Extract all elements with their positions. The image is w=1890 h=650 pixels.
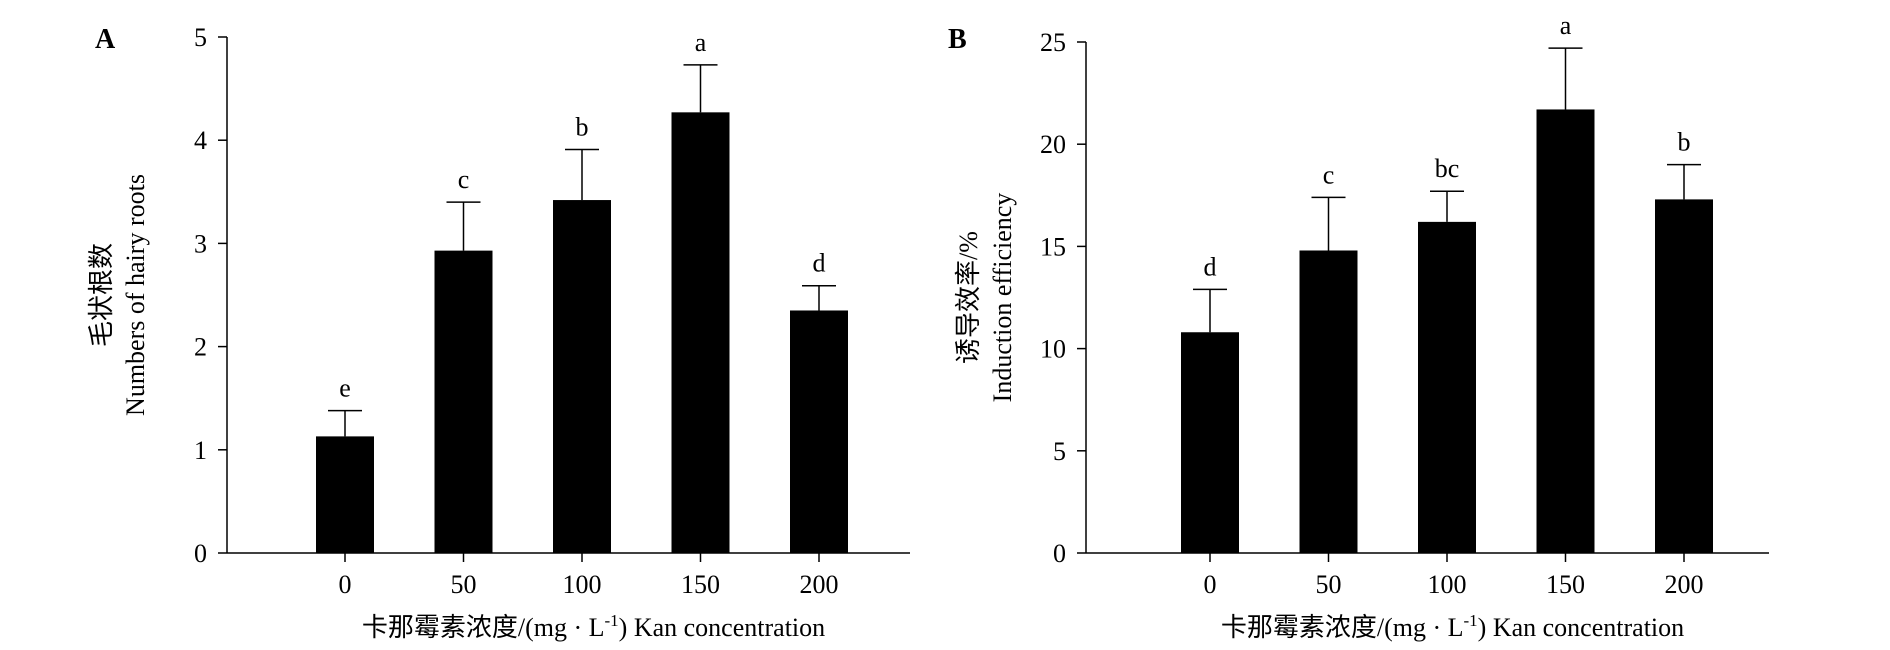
y-tick-label: 5 (194, 23, 207, 52)
bar (1655, 199, 1713, 553)
x-axis-label-en: ) Kan concentration (619, 613, 825, 642)
panel-label: B (948, 24, 967, 55)
significance-letter: b (1678, 128, 1691, 157)
significance-letter: d (1204, 252, 1217, 281)
panel-b: 0 5 10 15 20 25 d 0 c 50 bc 100 a 150 b 200 B 诱导效率/% Induc… (948, 11, 1769, 642)
x-tick-label: 50 (451, 570, 477, 599)
bar (790, 310, 848, 553)
y-tick-label: 4 (194, 126, 207, 155)
significance-letter: c (1323, 160, 1335, 189)
x-tick-label: 200 (1665, 570, 1704, 599)
y-tick-label: 5 (1053, 437, 1066, 466)
significance-letter: d (813, 249, 826, 278)
significance-letter: e (339, 374, 351, 403)
y-tick-label: 10 (1040, 335, 1066, 364)
significance-letter: bc (1435, 154, 1460, 183)
x-axis-label: 卡那霉素浓度/(mg · L-1) Kan concentration (362, 611, 825, 642)
bar (434, 250, 493, 553)
y-axis-label-cn: 毛状根数 (87, 243, 116, 347)
x-axis-label-en: ) Kan concentration (1478, 613, 1684, 642)
x-axis-label-cn: 卡那霉素浓度/(mg · L (362, 613, 605, 642)
significance-letter: b (576, 112, 589, 141)
x-tick-label: 200 (800, 570, 839, 599)
significance-letter: c (458, 165, 470, 194)
x-tick-label: 0 (1204, 570, 1217, 599)
y-axis-label-en: Numbers of hairy roots (121, 174, 150, 416)
x-axis-label-sup: -1 (1464, 611, 1478, 630)
bar (553, 200, 611, 553)
y-axis-label-en: Induction efficiency (988, 193, 1017, 403)
bar (1299, 250, 1358, 553)
y-tick-label: 1 (194, 436, 207, 465)
y-tick-label: 0 (194, 539, 207, 568)
y-tick-label: 2 (194, 333, 207, 362)
bar (1418, 221, 1476, 553)
x-tick-label: 0 (339, 570, 352, 599)
x-axis-label: 卡那霉素浓度/(mg · L-1) Kan concentration (1221, 611, 1684, 642)
panel-label: A (95, 24, 116, 55)
x-tick-label: 50 (1316, 570, 1342, 599)
y-tick-label: 3 (194, 229, 207, 258)
x-axis-label-cn: 卡那霉素浓度/(mg · L (1221, 613, 1464, 642)
y-tick-label: 25 (1040, 28, 1066, 57)
significance-letter: a (695, 28, 707, 57)
y-tick-label: 15 (1040, 232, 1066, 261)
bar (316, 436, 374, 553)
bar (1181, 332, 1239, 553)
y-axis-label-cn: 诱导效率/% (954, 231, 983, 364)
x-tick-label: 100 (1428, 570, 1467, 599)
y-tick-label: 20 (1040, 130, 1066, 159)
bar (1536, 109, 1595, 554)
panel-a: 0 1 2 3 4 5 e 0 c 50 b 100 a 150 d 200 A 毛状根数 Numbers of h… (87, 23, 910, 642)
x-tick-label: 150 (1546, 570, 1585, 599)
significance-letter: a (1560, 11, 1572, 40)
bar (671, 112, 730, 553)
x-axis-label-sup: -1 (605, 611, 619, 630)
x-tick-label: 100 (563, 570, 602, 599)
x-tick-label: 150 (681, 570, 720, 599)
y-tick-label: 0 (1053, 539, 1066, 568)
